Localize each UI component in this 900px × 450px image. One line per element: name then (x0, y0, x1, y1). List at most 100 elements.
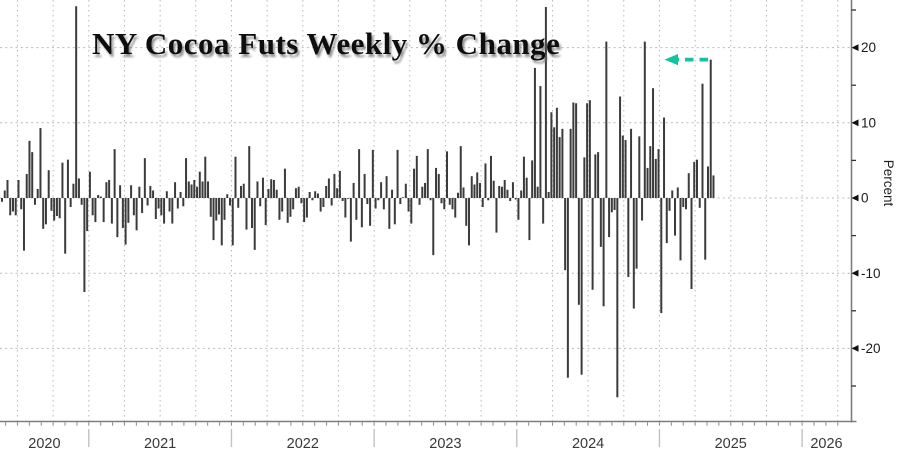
bar (569, 128, 572, 198)
bar (286, 198, 289, 223)
bar (237, 198, 240, 208)
bar (94, 198, 97, 223)
bar (531, 160, 534, 198)
bar (426, 149, 429, 198)
y-tick-label: -20 (861, 341, 881, 356)
bar (33, 198, 36, 205)
bar (105, 182, 108, 198)
bar (272, 179, 275, 198)
bar (539, 85, 542, 198)
bar (154, 198, 157, 220)
bar (64, 198, 67, 254)
bar (212, 198, 215, 241)
bar (135, 198, 138, 231)
bar (152, 190, 155, 198)
bar (270, 179, 273, 198)
bar (473, 184, 476, 198)
bar (498, 185, 501, 198)
bar (509, 198, 512, 202)
bar (69, 198, 72, 208)
bar (536, 186, 539, 198)
bar (572, 102, 575, 198)
bar (88, 171, 91, 198)
bar (11, 198, 14, 212)
bar (652, 88, 655, 198)
bar (649, 146, 652, 198)
month-ticks (5, 422, 839, 426)
y-tick-label: 10 (861, 115, 876, 130)
bar (50, 198, 53, 211)
bar (336, 188, 339, 198)
bar (22, 198, 25, 251)
chart-title: NY Cocoa Futs Weekly % Change (92, 26, 561, 61)
bar (242, 183, 245, 198)
bar (124, 198, 127, 245)
bar (61, 162, 64, 198)
bar (363, 173, 366, 198)
bar (641, 198, 644, 221)
bar (349, 198, 352, 242)
bar (146, 198, 149, 206)
bar (517, 198, 520, 220)
bar (440, 198, 443, 204)
bar (676, 187, 679, 198)
bar (525, 177, 528, 198)
bar (646, 167, 649, 198)
bar (377, 198, 380, 201)
bar (20, 198, 23, 210)
bar (300, 198, 303, 204)
bar (185, 158, 188, 198)
bar (121, 198, 124, 229)
bar (402, 197, 405, 198)
bar (239, 185, 242, 198)
bar (632, 198, 635, 309)
bar (476, 172, 479, 198)
y-tick-label: 0 (861, 191, 869, 206)
bar (102, 198, 105, 223)
bar (514, 198, 517, 200)
x-axis-year-label: 2025 (715, 436, 747, 450)
bar (685, 198, 687, 210)
bar (163, 198, 166, 224)
bar (630, 128, 633, 198)
bar (303, 198, 306, 223)
bar (292, 198, 295, 210)
bar (83, 198, 86, 292)
bar (347, 198, 350, 199)
bar (256, 181, 259, 198)
bar (627, 198, 630, 277)
bar (53, 198, 56, 221)
bar (555, 107, 558, 198)
bar (465, 198, 468, 226)
bar (698, 198, 701, 208)
bar (66, 159, 69, 198)
bar (14, 198, 17, 216)
bar (77, 178, 80, 198)
bar (157, 198, 160, 209)
bar (42, 198, 45, 229)
bar (404, 183, 407, 198)
bar (91, 198, 94, 216)
bar (130, 185, 133, 198)
bar (36, 188, 39, 198)
bar (608, 198, 611, 238)
bar (182, 198, 185, 207)
bar (308, 191, 311, 198)
bar (706, 166, 709, 198)
bar (333, 173, 336, 198)
bar (602, 198, 605, 307)
bar (679, 198, 682, 261)
bar (410, 198, 413, 224)
bar (55, 198, 58, 217)
bar (396, 149, 399, 198)
bar (3, 190, 6, 198)
y-tick-label: 20 (861, 40, 876, 55)
bar (424, 182, 427, 198)
bar (44, 198, 47, 225)
bar (547, 191, 550, 198)
bar (355, 198, 358, 220)
bar (500, 186, 503, 198)
y-axis-ticks: 20 10 0 -10 -20 (851, 9, 881, 387)
bar (454, 198, 457, 218)
bar (171, 198, 174, 224)
